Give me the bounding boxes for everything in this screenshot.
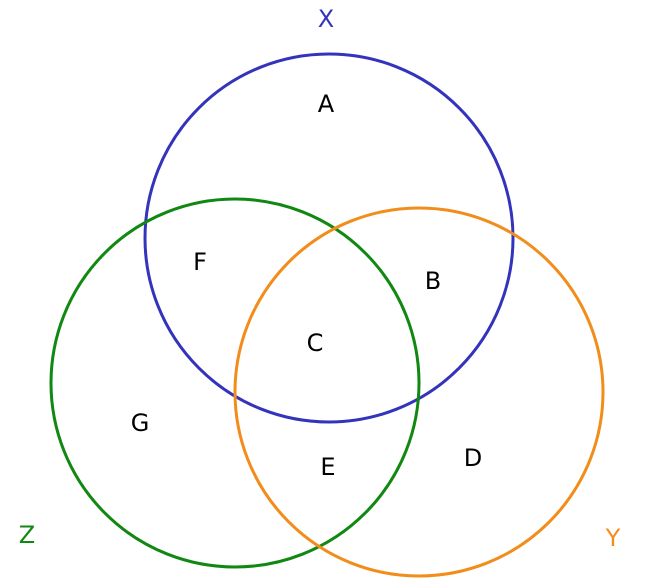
set-z-label: Z xyxy=(19,521,35,549)
region-f-label: F xyxy=(193,248,207,276)
set-x-label: X xyxy=(318,5,334,33)
region-d-label: D xyxy=(464,444,482,472)
region-c-label: C xyxy=(307,329,324,357)
set-y-circle xyxy=(233,206,605,578)
set-x-circle xyxy=(143,52,515,424)
region-g-label: G xyxy=(131,409,150,437)
set-z-circle xyxy=(49,197,421,569)
region-e-label: E xyxy=(320,453,335,481)
region-b-label: B xyxy=(425,267,441,295)
set-y-label: Y xyxy=(605,524,621,552)
region-a-label: A xyxy=(318,90,335,118)
